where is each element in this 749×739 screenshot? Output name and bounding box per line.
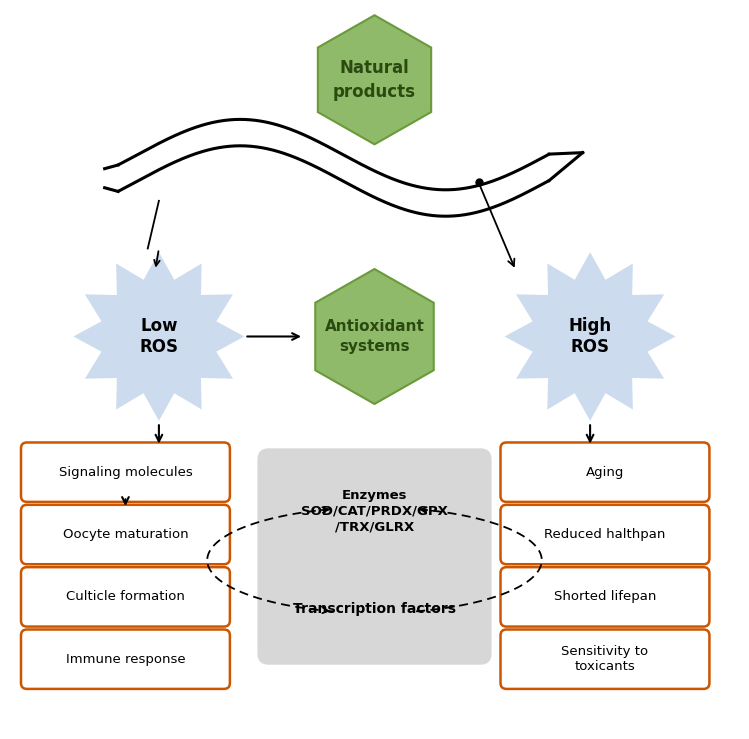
Text: Transcription factors: Transcription factors [293, 602, 456, 616]
Text: Aging: Aging [586, 466, 624, 479]
Text: Natural
products: Natural products [333, 59, 416, 101]
Polygon shape [73, 252, 244, 420]
Text: Reduced halthpan: Reduced halthpan [545, 528, 666, 541]
FancyBboxPatch shape [500, 443, 709, 502]
FancyBboxPatch shape [258, 449, 491, 664]
Text: Immune response: Immune response [66, 653, 185, 666]
Text: Culticle formation: Culticle formation [66, 590, 185, 603]
FancyBboxPatch shape [21, 443, 230, 502]
Text: High
ROS: High ROS [568, 317, 612, 356]
Text: Oocyte maturation: Oocyte maturation [63, 528, 188, 541]
Polygon shape [315, 269, 434, 404]
Polygon shape [318, 16, 431, 144]
Text: Sensitivity to
toxicants: Sensitivity to toxicants [562, 645, 649, 673]
FancyBboxPatch shape [500, 630, 709, 689]
Text: Enzymes
SOD/CAT/PRDX/GPX
/TRX/GLRX: Enzymes SOD/CAT/PRDX/GPX /TRX/GLRX [301, 488, 448, 534]
FancyBboxPatch shape [500, 505, 709, 565]
FancyBboxPatch shape [21, 567, 230, 627]
Text: Shorted lifepan: Shorted lifepan [554, 590, 656, 603]
FancyBboxPatch shape [500, 567, 709, 627]
FancyBboxPatch shape [21, 505, 230, 565]
Text: Antioxidant
systems: Antioxidant systems [324, 319, 425, 354]
Polygon shape [505, 252, 676, 420]
Text: Low
ROS: Low ROS [139, 317, 178, 356]
FancyBboxPatch shape [21, 630, 230, 689]
Text: Signaling molecules: Signaling molecules [58, 466, 192, 479]
